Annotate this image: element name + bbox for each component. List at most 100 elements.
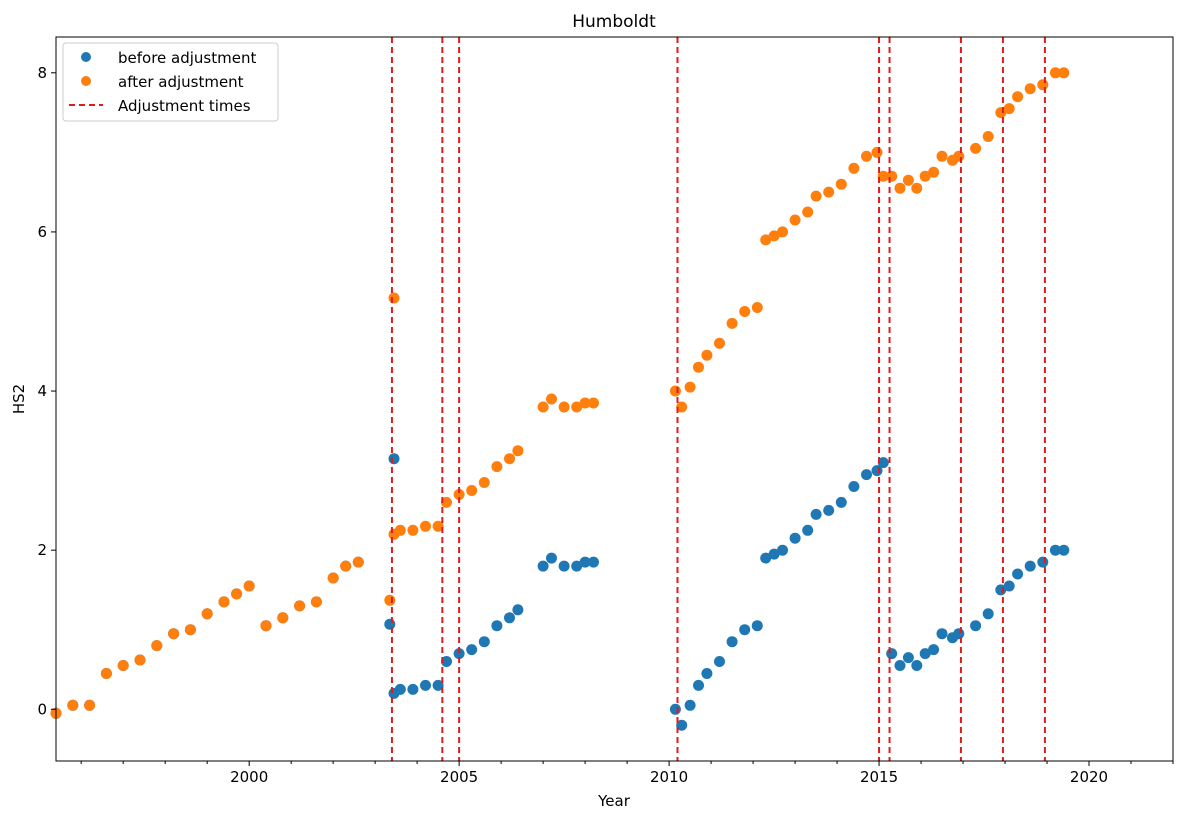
- point-before-adjustment: [739, 624, 751, 636]
- legend-label-adjustment: Adjustment times: [118, 97, 251, 115]
- point-before-adjustment: [982, 608, 994, 620]
- point-before-adjustment: [768, 548, 780, 560]
- point-after-adjustment: [676, 401, 688, 413]
- point-after-adjustment: [466, 485, 478, 496]
- after-adjustment-series: [50, 67, 1070, 719]
- point-before-adjustment: [919, 648, 931, 660]
- point-before-adjustment: [777, 544, 788, 556]
- point-before-adjustment: [835, 496, 847, 508]
- point-after-adjustment: [558, 401, 570, 413]
- point-after-adjustment: [894, 182, 906, 194]
- point-before-adjustment: [558, 560, 570, 572]
- point-before-adjustment: [802, 524, 814, 536]
- point-after-adjustment: [760, 234, 772, 246]
- point-after-adjustment: [201, 608, 213, 620]
- point-before-adjustment: [588, 556, 599, 568]
- point-after-adjustment: [861, 150, 872, 162]
- point-before-adjustment: [1024, 560, 1036, 572]
- point-after-adjustment: [579, 397, 591, 409]
- point-after-adjustment: [871, 146, 883, 158]
- point-after-adjustment: [117, 660, 129, 671]
- point-before-adjustment: [453, 648, 465, 660]
- y-tick-label: 2: [37, 541, 47, 559]
- point-before-adjustment: [877, 457, 889, 469]
- point-after-adjustment: [810, 190, 822, 202]
- point-before-adjustment: [693, 679, 704, 691]
- point-before-adjustment: [751, 620, 763, 632]
- point-after-adjustment: [789, 214, 801, 226]
- legend-box: [62, 42, 279, 122]
- point-after-adjustment: [504, 453, 515, 465]
- point-after-adjustment: [218, 596, 230, 608]
- point-after-adjustment: [310, 596, 322, 608]
- legend-label-after: after adjustment: [118, 73, 244, 91]
- point-after-adjustment: [571, 401, 583, 413]
- point-after-adjustment: [777, 226, 788, 238]
- point-before-adjustment: [546, 552, 557, 564]
- point-after-adjustment: [701, 349, 713, 361]
- point-after-adjustment: [714, 337, 725, 349]
- point-after-adjustment: [394, 524, 406, 536]
- x-tick-label: 2010: [650, 768, 688, 786]
- point-after-adjustment: [84, 699, 96, 711]
- point-after-adjustment: [919, 170, 931, 182]
- y-tick-label: 0: [37, 700, 47, 718]
- point-after-adjustment: [260, 620, 272, 632]
- point-after-adjustment: [512, 445, 524, 457]
- legend-label-before: before adjustment: [118, 49, 256, 67]
- x-axis-label: Year: [597, 792, 631, 810]
- point-after-adjustment: [100, 668, 112, 679]
- point-before-adjustment: [902, 652, 914, 664]
- point-after-adjustment: [453, 489, 465, 500]
- point-after-adjustment: [478, 477, 490, 488]
- plot-area: [56, 37, 1173, 761]
- point-after-adjustment: [902, 174, 914, 186]
- point-after-adjustment: [546, 393, 557, 405]
- point-before-adjustment: [810, 508, 822, 520]
- point-before-adjustment: [407, 683, 419, 695]
- chart-title: Humboldt: [572, 12, 656, 32]
- point-after-adjustment: [751, 302, 763, 313]
- point-after-adjustment: [327, 572, 339, 584]
- point-before-adjustment: [571, 560, 583, 572]
- point-before-adjustment: [886, 648, 898, 660]
- point-after-adjustment: [970, 142, 982, 154]
- point-before-adjustment: [466, 644, 478, 656]
- point-after-adjustment: [441, 496, 452, 508]
- point-before-adjustment: [1012, 568, 1024, 580]
- adjustment-time-lines: [390, 37, 1046, 761]
- point-after-adjustment: [588, 397, 599, 409]
- point-before-adjustment: [676, 719, 688, 731]
- point-before-adjustment: [789, 532, 801, 544]
- legend-marker-before: [81, 52, 91, 62]
- point-before-adjustment: [441, 656, 452, 667]
- point-after-adjustment: [388, 292, 400, 304]
- point-after-adjustment: [911, 182, 923, 194]
- point-before-adjustment: [432, 679, 444, 691]
- x-tick-label: 2020: [1070, 768, 1108, 786]
- point-before-adjustment: [537, 560, 549, 572]
- point-after-adjustment: [823, 186, 835, 198]
- point-before-adjustment: [911, 660, 923, 671]
- point-after-adjustment: [684, 381, 696, 393]
- point-before-adjustment: [1058, 544, 1070, 556]
- x-axis: 2000 2005 2010 2015 2020: [80, 761, 1174, 786]
- legend: before adjustment after adjustment Adjus…: [62, 42, 279, 122]
- point-before-adjustment: [669, 703, 681, 715]
- y-tick-label: 8: [37, 64, 47, 82]
- point-before-adjustment: [701, 668, 713, 679]
- point-after-adjustment: [384, 594, 396, 606]
- point-before-adjustment: [936, 628, 948, 640]
- point-before-adjustment: [726, 636, 738, 648]
- y-tick-label: 4: [37, 382, 47, 400]
- point-before-adjustment: [970, 620, 982, 632]
- point-before-adjustment: [394, 683, 406, 695]
- point-after-adjustment: [168, 628, 180, 640]
- point-before-adjustment: [420, 679, 431, 691]
- point-after-adjustment: [1024, 83, 1036, 95]
- point-after-adjustment: [340, 560, 352, 572]
- point-before-adjustment: [491, 620, 503, 632]
- x-tick-label: 2015: [860, 768, 898, 786]
- legend-marker-after: [81, 76, 91, 86]
